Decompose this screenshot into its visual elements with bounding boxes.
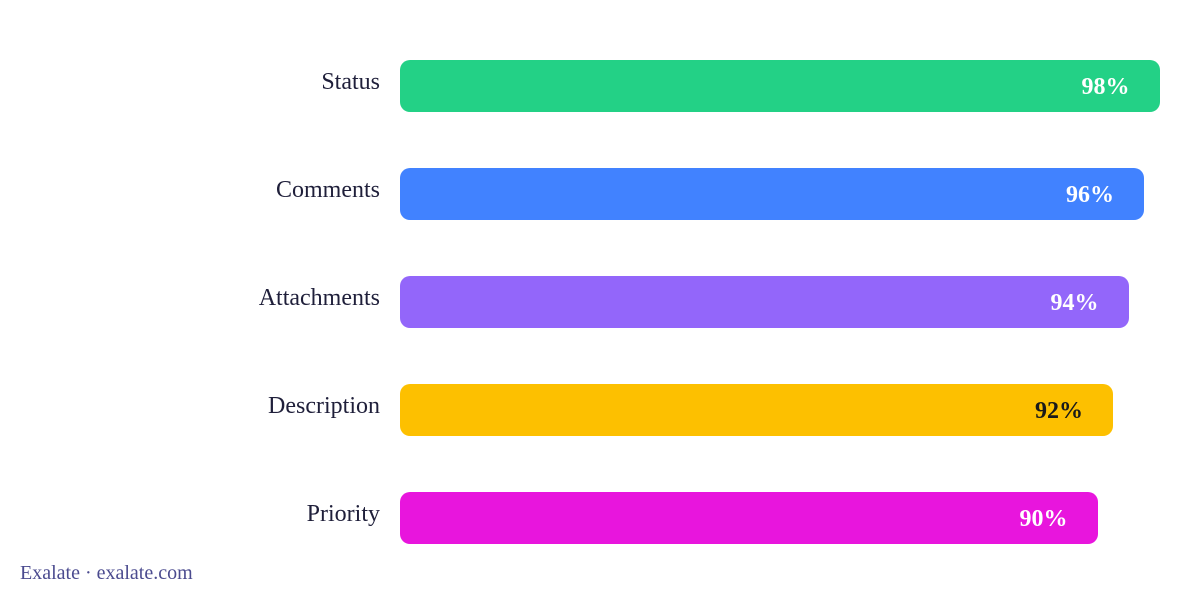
category-label-attachments: Attachments bbox=[258, 285, 380, 311]
bar-value-attachments: 94% bbox=[1050, 290, 1099, 316]
category-label-status: Status bbox=[321, 69, 380, 95]
category-label-description: Description bbox=[268, 393, 380, 419]
footer-credit: Exalate · exalate.com bbox=[20, 562, 193, 584]
category-label-comments: Comments bbox=[275, 177, 380, 203]
bar-value-priority: 90% bbox=[1019, 506, 1068, 532]
bar-comments bbox=[400, 168, 1144, 220]
bar-value-comments: 96% bbox=[1066, 182, 1114, 208]
bar-status bbox=[400, 60, 1160, 112]
bar-description bbox=[400, 384, 1113, 436]
bar-value-status: 98% bbox=[1081, 74, 1130, 100]
bar-attachments bbox=[400, 276, 1129, 328]
bar-value-description: 92% bbox=[1035, 398, 1083, 424]
category-label-priority: Priority bbox=[306, 501, 380, 527]
bar-priority bbox=[400, 492, 1098, 544]
